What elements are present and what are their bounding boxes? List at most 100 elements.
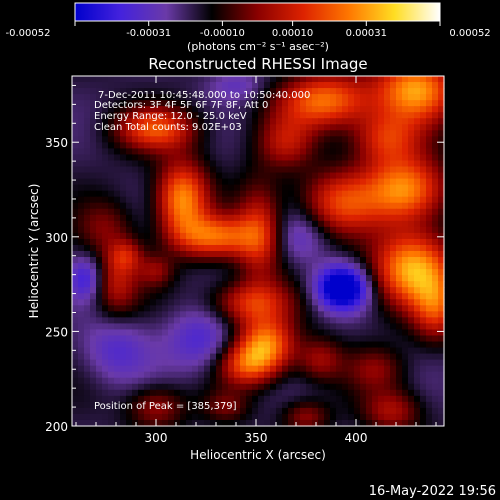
heatmap-cell [252,335,259,343]
heatmap-cell [426,287,433,294]
heatmap-cell [330,160,337,168]
heatmap-cell [348,251,355,258]
heatmap-cell [90,184,97,192]
heatmap-cell [330,335,337,343]
heatmap-cell [318,383,325,391]
heatmap-cell [300,293,307,300]
heatmap-cell [192,232,199,240]
heatmap-cell [150,251,157,258]
heatmap-cell [246,100,253,107]
heatmap-cell [396,136,403,143]
heatmap-cell [138,419,145,427]
heatmap-cell [324,359,331,367]
heatmap-cell [78,238,85,246]
heatmap-cell [216,341,223,349]
heatmap-cell [72,148,79,156]
heatmap-cell [324,293,331,300]
heatmap-cell [342,281,349,288]
heatmap-cell [402,190,409,198]
heatmap-cell [138,244,145,252]
heatmap-cell [78,377,85,385]
heatmap-cell [312,154,319,162]
heatmap-cell [180,106,187,113]
heatmap-cell [336,389,343,397]
heatmap-cell [240,353,247,361]
heatmap-cell [132,269,139,276]
heatmap-cell [366,293,373,300]
heatmap-cell [114,377,121,385]
heatmap-cell [132,353,139,361]
heatmap-cell [132,359,139,367]
heatmap-cell [390,238,397,246]
heatmap-cell [438,208,445,216]
heatmap-cell [432,118,439,125]
heatmap-cell [426,208,433,216]
heatmap-cell [132,136,139,143]
heatmap-cell [228,232,235,240]
heatmap-cell [408,100,415,107]
heatmap-cell [306,251,313,258]
heatmap-cell [276,118,283,125]
heatmap-cell [438,389,445,397]
heatmap-cell [258,305,265,312]
heatmap-cell [426,196,433,204]
heatmap-cell [120,232,127,240]
heatmap-cell [240,311,247,318]
heatmap-cell [174,136,181,143]
heatmap-cell [330,413,337,421]
heatmap-cell [372,244,379,252]
heatmap-cell [246,269,253,276]
heatmap-cell [366,166,373,174]
heatmap-cell [156,341,163,349]
heatmap-cell [102,383,109,391]
heatmap-cell [108,251,115,258]
heatmap-cell [108,383,115,391]
heatmap-cell [108,184,115,192]
heatmap-cell [408,118,415,125]
heatmap-cell [138,251,145,258]
heatmap-cell [396,208,403,216]
heatmap-cell [408,76,415,83]
heatmap-cell [84,88,91,95]
heatmap-cell [174,413,181,421]
heatmap-cell [78,329,85,337]
heatmap-cell [162,419,169,427]
heatmap-cell [240,220,247,228]
heatmap-cell [240,208,247,216]
heatmap-cell [126,160,133,168]
heatmap-cell [336,311,343,318]
heatmap-cell [96,257,103,264]
heatmap-cell [246,112,253,119]
heatmap-cell [276,317,283,325]
heatmap-cell [438,214,445,222]
heatmap-cell [162,257,169,264]
heatmap-cell [282,184,289,192]
heatmap-cell [138,208,145,216]
heatmap-cell [318,196,325,204]
heatmap-cell [324,202,331,210]
heatmap-cell [252,299,259,306]
heatmap-cell [324,305,331,312]
heatmap-cell [360,118,367,125]
heatmap-cell [372,257,379,264]
heatmap-cell [198,118,205,125]
heatmap-cell [420,401,427,409]
heatmap-cell [114,244,121,252]
heatmap-cell [174,112,181,119]
heatmap-cell [348,323,355,331]
heatmap-cell [330,269,337,276]
heatmap-cell [150,184,157,192]
heatmap-cell [150,238,157,246]
heatmap-cell [246,88,253,95]
heatmap-cell [84,281,91,288]
heatmap-cell [330,395,337,403]
heatmap-cell [396,299,403,306]
heatmap-cell [336,329,343,337]
heatmap-cell [84,226,91,234]
heatmap-cell [198,88,205,95]
heatmap-cell [384,82,391,89]
heatmap-cell [372,365,379,373]
heatmap-cell [348,154,355,162]
heatmap-cell [408,383,415,391]
heatmap-cell [426,118,433,125]
